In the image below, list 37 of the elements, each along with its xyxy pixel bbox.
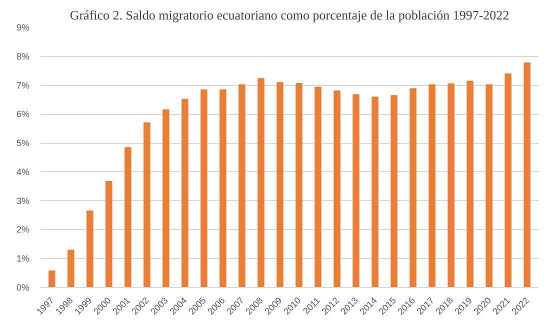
bar — [296, 83, 302, 288]
bar — [144, 122, 150, 288]
bar — [238, 84, 246, 288]
y-tick-label: 1% — [16, 254, 30, 264]
bar — [220, 89, 226, 288]
y-tick-label: 7% — [16, 80, 30, 90]
bar — [352, 94, 360, 288]
bar — [200, 89, 208, 288]
bar — [334, 90, 340, 288]
bar — [124, 147, 132, 288]
bar — [162, 109, 170, 288]
bar — [428, 84, 436, 288]
bar — [448, 83, 454, 288]
bar — [106, 180, 112, 288]
bar — [486, 84, 492, 288]
y-tick-label: 0% — [16, 282, 30, 292]
y-tick-label: 5% — [16, 138, 30, 148]
bar — [504, 74, 512, 288]
y-tick-label: 8% — [16, 51, 30, 62]
bar — [86, 210, 94, 288]
bar — [410, 88, 416, 288]
y-tick-label: 4% — [16, 166, 30, 177]
bar — [68, 250, 74, 288]
bar — [390, 95, 398, 288]
bar — [182, 98, 188, 288]
bar — [258, 78, 264, 288]
chart-title: Gráfico 2. Saldo migratorio ecuatoriano como porcentaje de la población 1997-2022 — [70, 8, 510, 22]
y-tick-label: 6% — [16, 109, 30, 120]
y-tick-label: 3% — [16, 196, 30, 206]
bar — [372, 96, 378, 288]
bar — [48, 270, 56, 288]
y-tick-label: 2% — [16, 224, 30, 235]
bar — [466, 80, 474, 288]
bar — [314, 86, 322, 288]
y-tick-label: 9% — [16, 22, 30, 32]
bar — [524, 62, 530, 288]
bar — [276, 82, 284, 288]
